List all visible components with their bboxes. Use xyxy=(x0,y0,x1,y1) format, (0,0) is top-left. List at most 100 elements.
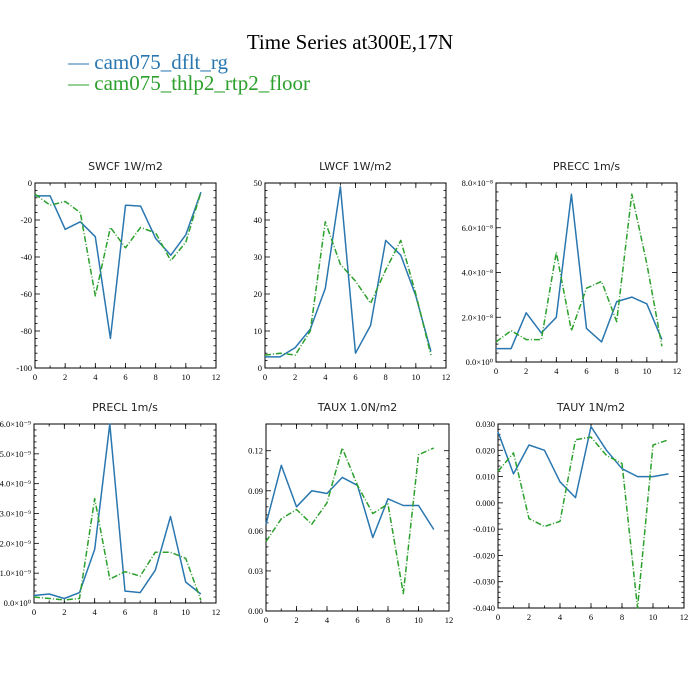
x-tick-label: 8 xyxy=(386,615,390,625)
legend-entry-thlp2: — cam075_thlp2_rtp2_floor xyxy=(68,71,311,95)
y-tick-label: 0.00 xyxy=(248,606,263,616)
series-line-0 xyxy=(33,423,202,600)
x-tick-label: 4 xyxy=(323,372,328,382)
x-tick-label: 0 xyxy=(264,615,268,625)
y-tick-label: -0.010 xyxy=(473,524,495,534)
series-line-1 xyxy=(265,447,435,595)
panel-title: TAUY 1N/m2 xyxy=(556,401,625,414)
x-tick-label: 12 xyxy=(212,607,221,617)
x-tick-label: 6 xyxy=(584,366,588,376)
x-tick-label: 4 xyxy=(325,615,330,625)
y-tick-label: -0.020 xyxy=(473,550,495,560)
plot-frame xyxy=(33,423,217,604)
series-line-1 xyxy=(495,193,663,347)
y-tick-label: 1.0×10⁻⁹ xyxy=(0,568,31,578)
x-tick-label: 8 xyxy=(154,372,158,382)
y-tick-label: -0.040 xyxy=(473,603,495,613)
x-tick-label: 6 xyxy=(123,607,127,617)
y-tick-label: 0.12 xyxy=(248,446,263,456)
plot-frame xyxy=(264,182,447,369)
x-tick-label: 4 xyxy=(558,612,563,622)
panel-title: SWCF 1W/m2 xyxy=(88,160,163,173)
y-tick-label: -100 xyxy=(16,363,32,373)
y-tick-label: 0 xyxy=(258,363,262,373)
series-line-0 xyxy=(496,193,663,350)
y-tick-label: 6.0×10⁻⁸ xyxy=(462,223,493,233)
x-tick-label: 4 xyxy=(554,366,559,376)
y-tick-label: -0.030 xyxy=(473,577,495,587)
x-tick-label: 12 xyxy=(680,612,689,622)
series-line-1 xyxy=(264,221,432,356)
x-tick-label: 4 xyxy=(93,607,98,617)
y-tick-label: 0.020 xyxy=(476,445,495,455)
x-tick-label: 10 xyxy=(643,366,652,376)
y-tick-label: 0 xyxy=(28,178,32,188)
chart-panel-5: TAUY 1N/m2 0 2 4 6 8 10 12 -0.040 -0.030 -0.020 -0.… xyxy=(473,401,688,622)
x-tick-label: 10 xyxy=(649,612,658,622)
y-tick-label: 0.03 xyxy=(248,566,263,576)
y-tick-label: 0.06 xyxy=(248,526,263,536)
y-tick-label: 20 xyxy=(254,289,263,299)
x-tick-label: 0 xyxy=(496,612,500,622)
y-tick-label: -80 xyxy=(21,326,32,336)
y-tick-label: 40 xyxy=(254,215,263,225)
x-tick-label: 2 xyxy=(527,612,531,622)
y-tick-label: 10 xyxy=(254,326,263,336)
x-tick-label: 10 xyxy=(412,372,421,382)
y-tick-label: 30 xyxy=(254,252,263,262)
y-tick-label: 0.030 xyxy=(476,419,495,429)
y-tick-label: 2.0×10⁻⁸ xyxy=(462,312,493,322)
series-line-1 xyxy=(34,192,202,297)
x-tick-label: 2 xyxy=(62,607,66,617)
y-tick-label: 0.000 xyxy=(476,498,495,508)
x-tick-label: 10 xyxy=(182,372,191,382)
y-tick-label: 3.0×10⁻⁹ xyxy=(0,509,31,519)
y-tick-label: 4.0×10⁻⁸ xyxy=(462,268,493,278)
y-tick-label: -60 xyxy=(21,289,32,299)
x-tick-label: 2 xyxy=(63,372,67,382)
x-tick-label: 8 xyxy=(384,372,388,382)
y-tick-label: 0.09 xyxy=(248,486,263,496)
y-tick-label: 0.0×10⁰ xyxy=(466,357,494,367)
series-line-0 xyxy=(497,425,669,499)
x-tick-label: 10 xyxy=(414,615,423,625)
x-tick-label: 6 xyxy=(589,612,593,622)
page-title: Time Series at300E,17N xyxy=(246,30,454,54)
x-tick-label: 8 xyxy=(615,366,619,376)
chart-panel-2: PRECC 1m/s 0 2 4 6 8 10 12 0.0×10⁰ 2.0×10⁻⁸ 4.0×10… xyxy=(462,160,682,376)
y-tick-label: 6.0×10⁻⁹ xyxy=(0,419,31,429)
x-tick-label: 12 xyxy=(212,372,221,382)
y-tick-label: 2.0×10⁻⁹ xyxy=(0,538,31,548)
series-line-0 xyxy=(35,192,202,340)
plot-frame xyxy=(265,423,450,612)
series-line-1 xyxy=(497,436,669,609)
y-tick-label: -40 xyxy=(21,252,32,262)
y-tick-label: 5.0×10⁻⁹ xyxy=(0,449,31,459)
chart-panel-1: LWCF 1W/m2 0 2 4 6 8 10 12 0 10 20 30 40 50 xyxy=(254,160,451,382)
x-tick-label: 6 xyxy=(123,372,127,382)
x-tick-label: 2 xyxy=(293,372,297,382)
x-tick-label: 6 xyxy=(353,372,357,382)
series-line-0 xyxy=(265,185,432,358)
chart-panel-4: TAUX 1.0N/m2 0 2 4 6 8 10 12 0.00 0.03 0.06 0.09 0.1… xyxy=(248,401,453,625)
y-tick-label: -20 xyxy=(21,215,32,225)
x-tick-label: 6 xyxy=(355,615,359,625)
series-line-1 xyxy=(33,497,202,601)
legend-entry-dflt: — cam075_dflt_rg xyxy=(68,50,229,74)
x-tick-label: 0 xyxy=(494,366,498,376)
x-tick-label: 12 xyxy=(445,615,454,625)
chart-panel-0: SWCF 1W/m2 0 2 4 6 8 10 12 -100 -80 -60 -40 -20 0 xyxy=(16,160,220,382)
series-line-0 xyxy=(265,464,435,539)
panel-title: TAUX 1.0N/m2 xyxy=(317,401,398,414)
y-tick-label: 4.0×10⁻⁹ xyxy=(0,479,31,489)
x-tick-label: 12 xyxy=(673,366,682,376)
x-tick-label: 12 xyxy=(442,372,451,382)
y-tick-label: 8.0×10⁻⁸ xyxy=(462,178,493,188)
x-tick-label: 0 xyxy=(33,372,37,382)
x-tick-label: 10 xyxy=(181,607,190,617)
y-tick-label: 0.0×10⁰ xyxy=(4,598,32,608)
y-tick-label: 50 xyxy=(254,178,263,188)
x-tick-label: 8 xyxy=(153,607,157,617)
panel-title: LWCF 1W/m2 xyxy=(319,160,392,173)
